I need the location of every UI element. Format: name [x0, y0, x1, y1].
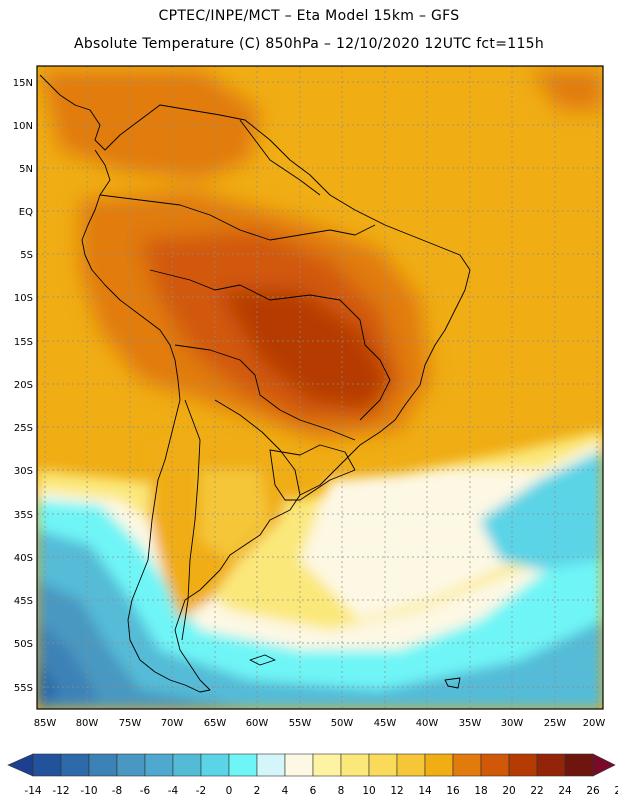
- lat-label: 10S: [14, 293, 33, 304]
- lon-label: 45W: [374, 718, 397, 729]
- colorbar-swatch: [424, 753, 454, 777]
- lon-label: 40W: [416, 718, 439, 729]
- colorbar-label: -4: [168, 785, 179, 797]
- lon-label: 60W: [246, 718, 269, 729]
- colorbar-swatch: [312, 753, 342, 777]
- colorbar-label: 18: [474, 785, 487, 797]
- colorbar-label: 22: [530, 785, 543, 797]
- lon-label: 65W: [204, 718, 227, 729]
- colorbar-swatch: [452, 753, 482, 777]
- colorbar-swatch: [368, 753, 398, 777]
- coastlines: [39, 74, 471, 693]
- colorbar-swatch: [284, 753, 314, 777]
- lat-label: 15S: [14, 337, 33, 348]
- lat-label: 5N: [19, 164, 33, 175]
- colorbar-swatch: [564, 753, 594, 777]
- colorbar-label: 26: [586, 785, 600, 797]
- colorbar-swatch: [144, 753, 174, 777]
- lat-label: 45S: [14, 596, 33, 607]
- colorbar-label: 2: [254, 785, 261, 797]
- colorbar: -14 -12 -10 -8 -6 -4 -2 0 2 4 6 8 10 12 14 16 18 20 22 24 26…: [7, 753, 618, 797]
- lon-label: 85W: [34, 718, 57, 729]
- lon-label: 75W: [119, 718, 142, 729]
- lat-label: 40S: [14, 553, 33, 564]
- colorbar-swatch: [172, 753, 202, 777]
- colorbar-swatch: [340, 753, 370, 777]
- colorbar-swatch: [536, 753, 566, 777]
- map-subtitle: Absolute Temperature (C) 850hPa – 12/10/…: [73, 36, 545, 52]
- colorbar-label: 14: [418, 785, 432, 797]
- colorbar-label: 0: [226, 785, 233, 797]
- colorbar-swatch: [88, 753, 118, 777]
- colorbar-swatch: [116, 753, 146, 777]
- temperature-field: [37, 66, 603, 709]
- colorbar-swatch: [396, 753, 426, 777]
- map-title: CPTEC/INPE/MCT – Eta Model 15km – GFS: [158, 8, 460, 24]
- colorbar-label: -6: [140, 785, 151, 797]
- lat-label: 30S: [14, 466, 33, 477]
- colorbar-swatch: [256, 753, 286, 777]
- graticule: [37, 66, 603, 709]
- lat-label: 5S: [20, 250, 33, 261]
- lon-label: 55W: [289, 718, 312, 729]
- colorbar-swatch: [480, 753, 510, 777]
- colorbar-label: 20: [502, 785, 515, 797]
- colorbar-label: 6: [310, 785, 317, 797]
- colorbar-swatch: [228, 753, 258, 777]
- colorbar-swatch: [200, 753, 230, 777]
- colorbar-label: -2: [196, 785, 206, 797]
- colorbar-label: 8: [338, 785, 345, 797]
- lat-label: 35S: [14, 510, 33, 521]
- lon-label: 20W: [583, 718, 606, 729]
- colorbar-label: 24: [558, 785, 572, 797]
- latitude-labels: 15N 10N 5N EQ 5S 10S 15S 20S 25S 30S 35S…: [13, 78, 33, 694]
- lon-label: 25W: [544, 718, 567, 729]
- lat-label: 10N: [13, 121, 33, 132]
- map-frame: [36, 65, 604, 710]
- lon-label: 30W: [501, 718, 524, 729]
- colorbar-min-arrow: [7, 753, 34, 777]
- colorbar-label: -10: [80, 785, 97, 797]
- colorbar-label: -8: [112, 785, 122, 797]
- colorbar-label: 28: [614, 785, 618, 797]
- lon-label: 80W: [76, 718, 99, 729]
- lat-label: 15N: [13, 78, 33, 89]
- colorbar-max-arrow: [592, 753, 616, 777]
- colorbar-swatch: [32, 753, 62, 777]
- colorbar-label: -14: [24, 785, 41, 797]
- colorbar-label: 4: [282, 785, 289, 797]
- colorbar-label: -12: [52, 785, 69, 797]
- lat-label: 20S: [14, 380, 33, 391]
- colorbar-label: 16: [446, 785, 460, 797]
- lat-label: 55S: [14, 683, 33, 694]
- lon-label: 50W: [331, 718, 354, 729]
- colorbar-label: 10: [362, 785, 375, 797]
- lon-label: 35W: [459, 718, 482, 729]
- lat-label: EQ: [19, 207, 33, 218]
- lat-label: 50S: [14, 639, 33, 650]
- lon-label: 70W: [161, 718, 184, 729]
- lat-label: 25S: [14, 423, 33, 434]
- colorbar-swatch: [508, 753, 538, 777]
- colorbar-label: 12: [390, 785, 403, 797]
- longitude-labels: 85W 80W 75W 70W 65W 60W 55W 50W 45W 40W …: [34, 718, 606, 729]
- colorbar-swatch: [60, 753, 90, 777]
